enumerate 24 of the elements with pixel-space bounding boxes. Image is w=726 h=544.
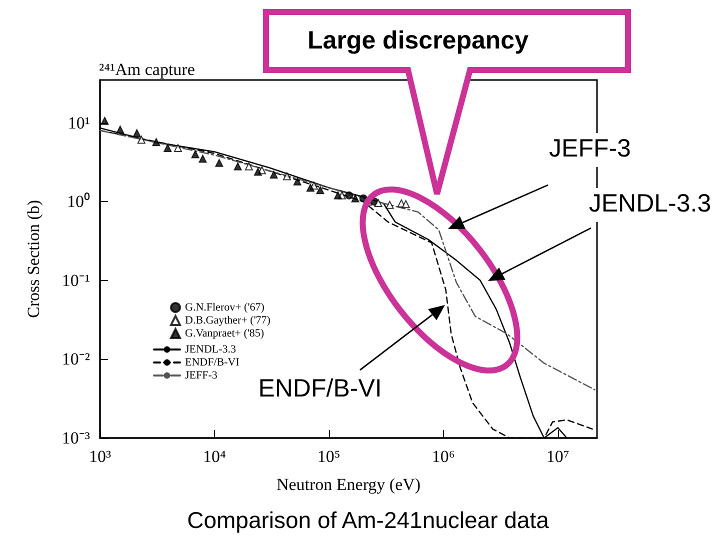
y-tick-label: 10⁻¹ (62, 270, 90, 290)
chart-title: ²⁴¹Am capture (99, 60, 195, 79)
annotation: ENDF/B-VI (258, 374, 382, 403)
y-tick-label: 10¹ (68, 113, 90, 132)
legend-label: G.Vanpraet+ ('85) (185, 328, 264, 340)
annotation: JEFF-3 (549, 134, 631, 163)
y-axis-title: Cross Section (b) (24, 200, 43, 318)
x-tick-label: 10⁷ (546, 447, 570, 466)
legend-label: JENDL-3.3 (185, 344, 237, 356)
x-tick-label: 10⁶ (432, 447, 455, 466)
text: Large discrepancy (308, 26, 529, 55)
legend-label: G.N.Flerov+ ('67) (185, 302, 265, 314)
x-tick-label: 10³ (88, 447, 112, 466)
y-tick-label: 10⁻³ (62, 428, 90, 448)
x-tick-label: 10⁴ (202, 447, 226, 466)
x-axis-title: Neutron Energy (eV) (276, 475, 421, 494)
text: Comparison of Am-241nuclear data (187, 507, 550, 533)
annotation: JENDL-3.3 (588, 190, 712, 218)
legend-label: D.B.Gayther+ ('77) (185, 314, 271, 326)
legend-label: JEFF-3 (185, 370, 218, 382)
legend-label: ENDF/B-VI (185, 356, 240, 368)
y-tick-label: 10⁰ (67, 192, 90, 212)
x-tick-label: 10⁵ (317, 447, 340, 466)
y-tick-label: 10⁻² (62, 350, 90, 369)
